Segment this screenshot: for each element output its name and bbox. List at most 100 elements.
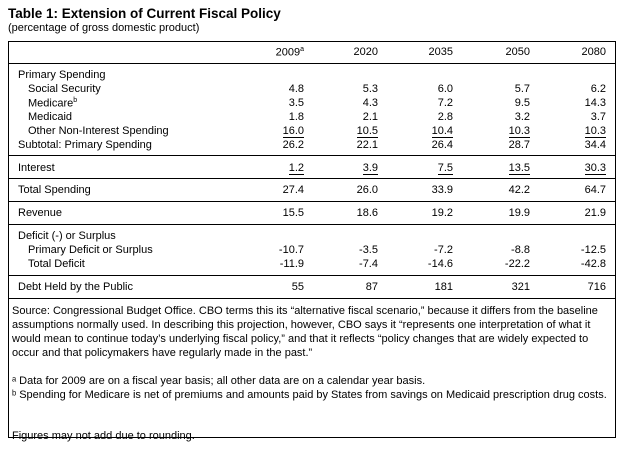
cell: 4.8: [288, 83, 304, 95]
cell: 2.1: [362, 111, 378, 123]
cell: 5.7: [514, 83, 530, 95]
col-header-2050: 2050: [505, 46, 530, 58]
rule: [8, 298, 616, 299]
cell: -10.7: [278, 244, 304, 256]
rule: [8, 201, 616, 202]
cell: -7.2: [434, 244, 453, 256]
cell: 26.0: [356, 184, 378, 196]
rule: [8, 178, 616, 179]
cell: 26.4: [431, 139, 453, 151]
cell: -12.5: [580, 244, 606, 256]
row-label: Primary Spending: [18, 69, 106, 81]
row-other-spending: Other Non-Interest Spending 16.0 10.5 10…: [0, 125, 622, 139]
cell: 64.7: [584, 184, 606, 196]
row-label: Medicaid: [28, 111, 73, 123]
cell: 10.5: [356, 125, 378, 138]
row-label: Revenue: [18, 207, 63, 219]
row-social-security: Social Security 4.8 5.3 6.0 5.7 6.2: [0, 83, 622, 97]
cell: 2.8: [437, 111, 453, 123]
cell: 3.9: [362, 162, 378, 175]
cell: 13.5: [508, 162, 530, 175]
row-debt: Debt Held by the Public 55 87 181 321 71…: [0, 281, 622, 295]
cell: 87: [365, 281, 378, 293]
cell: 26.2: [282, 139, 304, 151]
row-label: Total Deficit: [28, 258, 85, 270]
cell: 10.3: [584, 125, 606, 138]
cell: -14.6: [427, 258, 453, 270]
cell: 3.7: [590, 111, 606, 123]
cell: 34.4: [584, 139, 606, 151]
rule: [8, 224, 616, 225]
row-primary-deficit: Primary Deficit or Surplus -10.7 -3.5 -7…: [0, 244, 622, 258]
cell: 28.7: [508, 139, 530, 151]
cell: 14.3: [584, 97, 606, 109]
cell: 16.0: [282, 125, 304, 138]
cell: -3.5: [359, 244, 378, 256]
row-interest: Interest 1.2 3.9 7.5 13.5 30.3: [0, 162, 622, 176]
cell: 321: [511, 281, 530, 293]
cell: 19.2: [431, 207, 453, 219]
row-total-spending: Total Spending 27.4 26.0 33.9 42.2 64.7: [0, 184, 622, 198]
row-medicare: Medicareb 3.5 4.3 7.2 9.5 14.3: [0, 97, 622, 111]
row-label: Medicareb: [28, 97, 78, 110]
source-note: Source: Congressional Budget Office. CBO…: [12, 305, 598, 359]
cell: 6.2: [590, 83, 606, 95]
rounding-note: Figures may not add due to rounding.: [12, 430, 195, 442]
cell: 1.2: [288, 162, 304, 175]
cell: 42.2: [508, 184, 530, 196]
cell: 5.3: [362, 83, 378, 95]
table-subtitle: (percentage of gross domestic product): [8, 22, 200, 34]
cell: 10.4: [431, 125, 453, 138]
cell: 7.5: [437, 162, 453, 175]
cell: -8.8: [511, 244, 530, 256]
header-rule: [8, 63, 616, 64]
row-label: Primary Deficit or Surplus: [28, 244, 153, 256]
cell: 19.9: [508, 207, 530, 219]
cell: 15.5: [282, 207, 304, 219]
row-label: Deficit (-) or Surplus: [18, 230, 116, 242]
top-rule: [8, 41, 616, 42]
cell: -22.2: [504, 258, 530, 270]
cell: 181: [434, 281, 453, 293]
row-label: Social Security: [28, 83, 101, 95]
cell: -7.4: [359, 258, 378, 270]
table-frame: [8, 42, 616, 438]
row-label: Total Spending: [18, 184, 91, 196]
col-header-2020: 2020: [353, 46, 378, 58]
row-label: Debt Held by the Public: [18, 281, 133, 293]
row-revenue: Revenue 15.5 18.6 19.2 19.9 21.9: [0, 207, 622, 221]
cell: 21.9: [584, 207, 606, 219]
table-title: Table 1: Extension of Current Fiscal Pol…: [8, 6, 281, 21]
cell: 716: [587, 281, 606, 293]
row-total-deficit: Total Deficit -11.9 -7.4 -14.6 -22.2 -42…: [0, 258, 622, 272]
rule: [8, 275, 616, 276]
cell: 3.5: [288, 97, 304, 109]
row-primary-spending: Primary Spending: [0, 69, 622, 83]
row-subtotal: Subtotal: Primary Spending 26.2 22.1 26.…: [0, 139, 622, 153]
cell: 33.9: [431, 184, 453, 196]
cell: 7.2: [437, 97, 453, 109]
row-label: Subtotal: Primary Spending: [18, 139, 152, 151]
cell: 55: [291, 281, 304, 293]
cell: 9.5: [514, 97, 530, 109]
footnote-a: ᵃ Data for 2009 are on a fiscal year bas…: [12, 375, 426, 387]
col-header-2009: 2009a: [275, 46, 304, 59]
cell: -11.9: [279, 258, 304, 270]
cell: 10.3: [508, 125, 530, 138]
cell: 4.3: [362, 97, 378, 109]
rule: [8, 155, 616, 156]
cell: 22.1: [356, 139, 378, 151]
row-deficit-header: Deficit (-) or Surplus: [0, 230, 622, 244]
cell: 6.0: [437, 83, 453, 95]
col-header-2080: 2080: [581, 46, 606, 58]
cell: 27.4: [282, 184, 304, 196]
row-medicaid: Medicaid 1.8 2.1 2.8 3.2 3.7: [0, 111, 622, 125]
cell: 18.6: [356, 207, 378, 219]
cell: 1.8: [288, 111, 304, 123]
cell: 3.2: [514, 111, 530, 123]
cell: -42.8: [580, 258, 606, 270]
col-header-2035: 2035: [428, 46, 453, 58]
cell: 30.3: [584, 162, 606, 175]
footnote-b: ᵇ Spending for Medicare is net of premiu…: [12, 389, 607, 401]
row-label: Other Non-Interest Spending: [28, 125, 169, 137]
